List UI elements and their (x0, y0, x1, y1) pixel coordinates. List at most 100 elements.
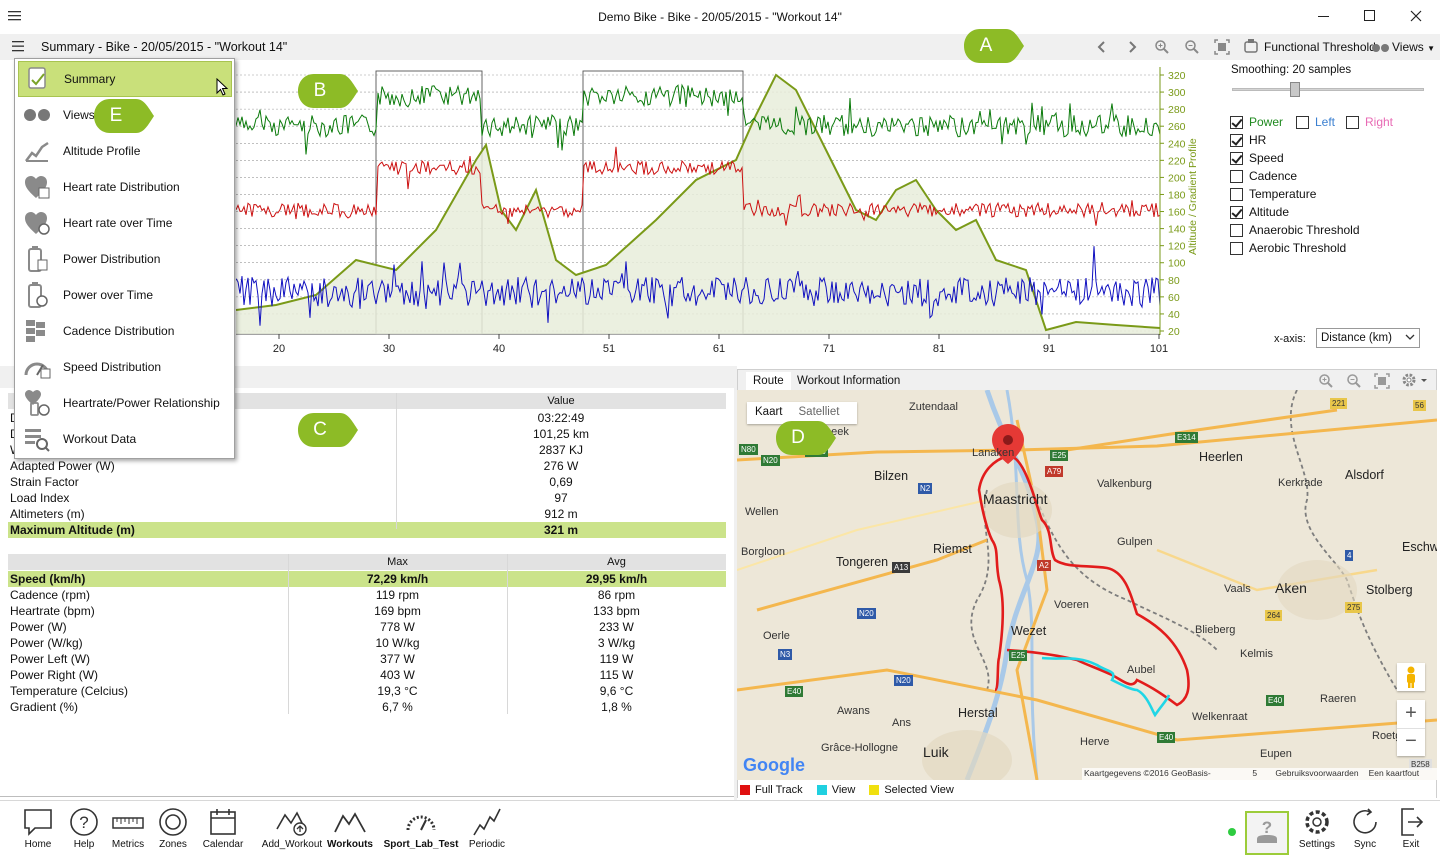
menu-item-power-distribution[interactable]: Power Distribution (18, 241, 232, 277)
nav-exit-button[interactable]: Exit (1384, 807, 1438, 861)
legend-label: View (831, 783, 856, 796)
series-checkbox-aerobic-threshold[interactable]: Aerobic Threshold (1230, 239, 1346, 257)
series-checkbox-hr[interactable]: HR (1230, 131, 1266, 149)
menu-item-workout-data[interactable]: Workout Data (18, 421, 232, 457)
checkbox-box[interactable] (1230, 115, 1243, 129)
tab-route[interactable]: Route (746, 372, 791, 391)
checkbox-box[interactable] (1230, 205, 1243, 219)
nav-zones-button[interactable]: Zones (146, 807, 200, 861)
menu-item-summary[interactable]: Summary (18, 61, 232, 97)
y-axis-label: Altitude / Gradient Profile (1187, 138, 1199, 255)
checkbox-box[interactable] (1230, 133, 1243, 147)
column-divider (288, 554, 289, 714)
value-header: Value (547, 395, 575, 407)
series-checkbox-anaerobic-threshold[interactable]: Anaerobic Threshold (1230, 221, 1360, 239)
heart-time-icon (22, 208, 52, 238)
functional-threshold-button[interactable]: Functional Threshold (1264, 40, 1376, 54)
route-map[interactable]: Kaart Satelliet Zutendaal peek Lanaken H… (737, 390, 1437, 780)
map-report-link[interactable]: Een kaartfout rapporteren (1368, 768, 1420, 780)
series-checkbox-speed[interactable]: Speed (1230, 149, 1284, 167)
fit-screen-icon[interactable] (1214, 39, 1230, 55)
menu-item-heartrate-power-relationship[interactable]: Heartrate/Power Relationship (18, 385, 232, 421)
map-type-kaart[interactable]: Kaart (755, 406, 783, 418)
nav-sync-button[interactable]: Sync (1338, 807, 1392, 861)
menu-item-heart-rate-distribution[interactable]: Heart rate Distribution (18, 169, 232, 205)
previous-icon[interactable] (1094, 39, 1110, 55)
checkbox-box[interactable] (1230, 187, 1243, 201)
nav-sport-lab-test-button[interactable]: Sport_Lab_Test (383, 807, 459, 861)
panel-splitter[interactable] (734, 366, 737, 800)
road-shield: N20 (857, 608, 876, 619)
home-icon (23, 807, 53, 839)
checkbox-box[interactable] (1296, 115, 1309, 129)
xaxis-select[interactable]: Distance (km) (1316, 328, 1420, 348)
svg-text:?: ? (1262, 818, 1272, 837)
checkbox-box[interactable] (1230, 241, 1243, 255)
checkbox-box[interactable] (1346, 115, 1359, 129)
app-menu-icon[interactable] (8, 10, 22, 25)
menu-item-power-over-time[interactable]: Power over Time (18, 277, 232, 313)
nav-periodic-button[interactable]: Periodic (460, 807, 514, 861)
zoom-out-icon[interactable] (1184, 39, 1200, 55)
hamburger-icon[interactable] (12, 41, 25, 55)
nav-help-button[interactable]: ? Help (57, 807, 111, 861)
nav-label: Workouts (327, 839, 373, 850)
nav-calendar-button[interactable]: Calendar (196, 807, 250, 861)
street-view-pegman-icon[interactable] (1397, 663, 1425, 691)
stats-row-avg: 86 rpm (597, 588, 636, 602)
callout-c-label: C (313, 419, 327, 440)
gear-icon[interactable] (1400, 371, 1428, 392)
zoom-in-icon[interactable] (1318, 373, 1334, 392)
nav-workouts-button[interactable]: Workouts (323, 807, 377, 861)
nav-label: Sport_Lab_Test (383, 839, 459, 850)
minimize-button[interactable] (1304, 4, 1344, 28)
road-shield: E40 (1266, 695, 1285, 706)
legend-label: Selected View (884, 783, 954, 796)
series-checkbox-power[interactable]: Power (1230, 113, 1283, 131)
road-shield: E314 (1175, 432, 1198, 443)
smoothing-slider[interactable] (1232, 82, 1424, 97)
next-icon[interactable] (1124, 39, 1140, 55)
series-checkbox-cadence[interactable]: Cadence (1230, 167, 1297, 185)
nav-home-button[interactable]: Home (11, 807, 65, 861)
nav-metrics-button[interactable]: Metrics (101, 807, 155, 861)
series-checkbox-left[interactable]: Left (1296, 113, 1335, 131)
close-button[interactable] (1396, 4, 1436, 28)
checkbox-label: Altitude (1249, 205, 1290, 219)
series-checkbox-altitude[interactable]: Altitude (1230, 203, 1289, 221)
checkbox-box[interactable] (1230, 223, 1243, 237)
menu-item-label: Cadence Distribution (63, 324, 175, 338)
fit-screen-icon[interactable] (1374, 373, 1390, 392)
map-terms-link[interactable]: Gebruiksvoorwaarden (1275, 768, 1359, 778)
place-label: Kerkrade (1278, 477, 1323, 489)
menu-item-cadence-distribution[interactable]: Cadence Distribution (18, 313, 232, 349)
views-icon (22, 100, 52, 130)
map-zoom-out-button[interactable]: − (1397, 728, 1425, 756)
zoom-in-icon[interactable] (1154, 39, 1170, 55)
summary-row-value: 97 (554, 491, 568, 505)
map-type-satelliet[interactable]: Satelliet (798, 406, 840, 418)
menu-item-label: Altitude Profile (63, 144, 141, 158)
place-label: Blieberg (1195, 624, 1236, 636)
maximize-button[interactable] (1350, 4, 1390, 28)
checkbox-box[interactable] (1230, 151, 1243, 165)
place-label: Gulpen (1117, 536, 1153, 548)
checkbox-box[interactable] (1230, 169, 1243, 183)
zoom-out-icon[interactable] (1346, 373, 1362, 392)
menu-item-label: Summary (64, 72, 116, 86)
views-dropdown[interactable]: Views ▼ (1392, 40, 1435, 54)
series-checkbox-right[interactable]: Right (1346, 113, 1393, 131)
menu-item-heart-rate-over-time[interactable]: Heart rate over Time (18, 205, 232, 241)
chart-canvas[interactable]: 320 300 280 260 240 220 200 180 160 140 120 100 80 60… (235, 60, 1220, 365)
menu-item-altitude-profile[interactable]: Altitude Profile (18, 133, 232, 169)
user-avatar[interactable]: ? (1245, 811, 1289, 855)
menu-item-speed-distribution[interactable]: Speed Distribution (18, 349, 232, 385)
map-zoom-in-button[interactable]: + (1405, 702, 1417, 724)
series-checkbox-temperature[interactable]: Temperature (1230, 185, 1316, 203)
tab-workout-information[interactable]: Workout Information (797, 375, 901, 387)
nav-settings-button[interactable]: Settings (1290, 807, 1344, 861)
workout-chart[interactable]: 320 300 280 260 240 220 200 180 160 140 120 100 80 60… (235, 60, 1220, 365)
nav-add-workout-button[interactable]: Add_Workout (252, 807, 332, 861)
smoothing-slider-thumb[interactable] (1290, 82, 1300, 97)
menu-item-label: Speed Distribution (63, 360, 162, 374)
